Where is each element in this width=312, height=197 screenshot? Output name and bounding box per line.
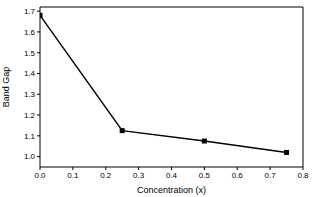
svg-text:1.1: 1.1 (24, 132, 36, 141)
svg-text:0.4: 0.4 (166, 171, 178, 180)
svg-text:0.6: 0.6 (232, 171, 244, 180)
svg-text:0.5: 0.5 (199, 171, 211, 180)
svg-text:0.1: 0.1 (67, 171, 79, 180)
svg-text:1.2: 1.2 (24, 111, 36, 120)
svg-text:1.7: 1.7 (24, 7, 36, 16)
svg-text:1.5: 1.5 (24, 49, 36, 58)
svg-text:1.0: 1.0 (24, 152, 36, 161)
svg-text:Band Gap: Band Gap (8, 67, 11, 108)
svg-text:0.2: 0.2 (100, 171, 112, 180)
svg-text:0.0: 0.0 (34, 171, 46, 180)
svg-text:Concentration (x): Concentration (x) (137, 185, 206, 195)
svg-text:1.3: 1.3 (24, 90, 36, 99)
svg-text:0.7: 0.7 (265, 171, 277, 180)
svg-text:0.3: 0.3 (133, 171, 145, 180)
svg-text:1.6: 1.6 (24, 28, 36, 37)
svg-text:1.4: 1.4 (24, 69, 36, 78)
svg-text:0.8: 0.8 (297, 171, 304, 180)
